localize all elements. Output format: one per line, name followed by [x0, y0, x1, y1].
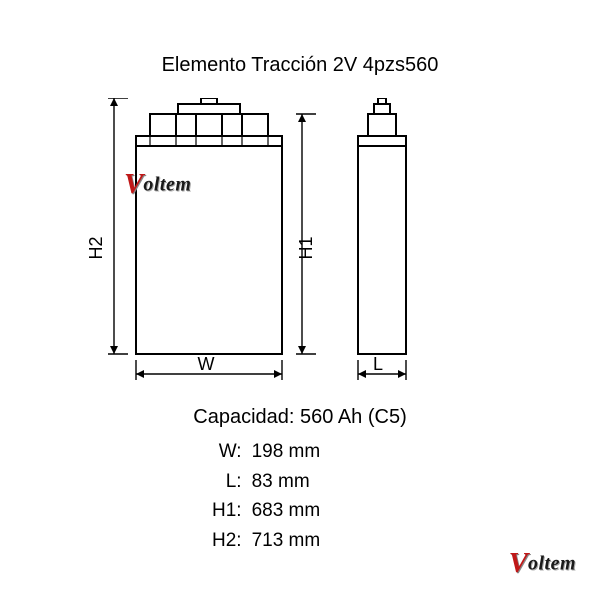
svg-text:H2: H2	[88, 236, 106, 259]
brand-logo-diagram: Voltem	[124, 168, 191, 201]
brand-logo-corner: Voltem	[509, 547, 576, 580]
logo-v: V	[124, 168, 143, 200]
spec-value: 198 mm	[250, 438, 321, 466]
capacity-text: Capacidad: 560 Ah (C5)	[0, 406, 600, 429]
table-row: L: 83 mm	[212, 468, 320, 496]
svg-text:L: L	[373, 354, 383, 374]
spec-label: L:	[212, 468, 248, 496]
svg-text:W: W	[198, 354, 215, 374]
spec-table: W:198 mm L: 83 mm H1:683 mm H2:713 mm	[210, 436, 322, 556]
spec-label: W:	[212, 438, 248, 466]
logo-v: V	[509, 547, 528, 579]
table-row: H2:713 mm	[212, 527, 320, 555]
table-row: W:198 mm	[212, 438, 320, 466]
logo-rest: oltem	[528, 553, 576, 575]
spec-value: 683 mm	[250, 497, 321, 525]
spec-label: H1:	[212, 497, 248, 525]
spec-value: 713 mm	[250, 527, 321, 555]
spec-value: 83 mm	[250, 468, 321, 496]
spec-label: H2:	[212, 527, 248, 555]
table-row: H1:683 mm	[212, 497, 320, 525]
battery-diagram: W H1 H2 L	[88, 98, 448, 394]
page-title: Elemento Tracción 2V 4pzs560	[0, 54, 600, 77]
logo-rest: oltem	[143, 174, 191, 196]
svg-text:H1: H1	[296, 236, 316, 259]
